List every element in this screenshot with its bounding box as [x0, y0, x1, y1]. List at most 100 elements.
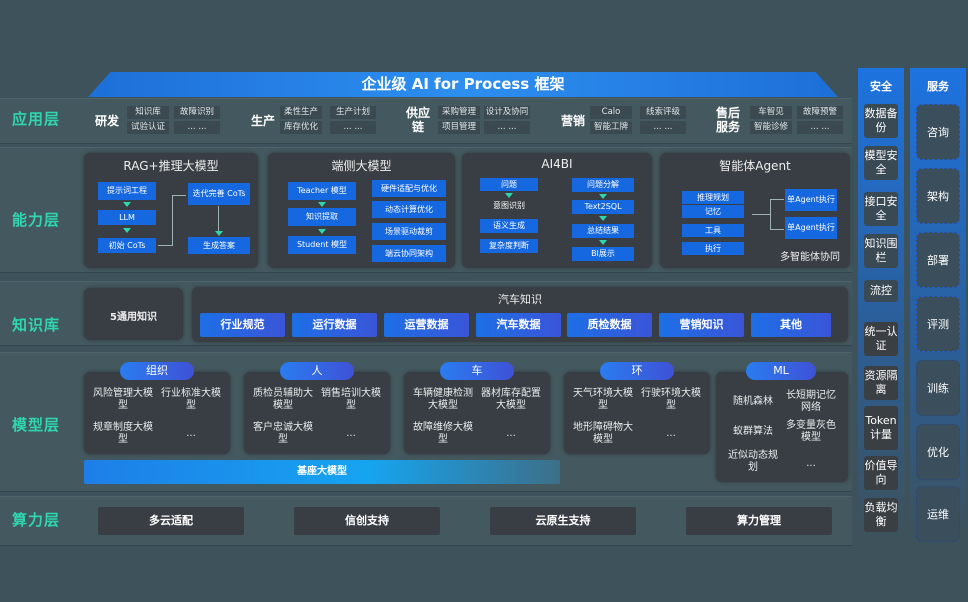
model-item[interactable]: 行业标准大模型	[161, 388, 221, 411]
capability-item[interactable]: BI展示	[572, 247, 634, 261]
knowledge-item[interactable]: 运行数据	[292, 313, 377, 337]
capability-item[interactable]: 执行	[682, 242, 744, 255]
model-item[interactable]: ...	[506, 428, 516, 439]
app-item[interactable]: Calo	[590, 106, 632, 119]
app-item[interactable]: 智能诊修	[750, 121, 792, 134]
app-item[interactable]: 故障预警	[797, 106, 843, 119]
app-item[interactable]: 柔性生产	[280, 106, 322, 119]
service-item[interactable]: 部署	[916, 232, 960, 288]
model-item[interactable]: 风险管理大模型	[93, 388, 153, 411]
capability-item[interactable]: 单Agent执行	[785, 189, 837, 211]
capability-item[interactable]: LLM	[98, 210, 156, 225]
knowledge-item[interactable]: 质检数据	[567, 313, 652, 337]
security-item[interactable]: 统一认证	[864, 322, 898, 356]
model-item[interactable]: 长短期记忆网络	[786, 390, 836, 413]
security-item[interactable]: Token计量	[864, 406, 898, 450]
security-item[interactable]: 资源隔离	[864, 366, 898, 400]
model-item[interactable]: ...	[666, 428, 676, 439]
capability-item[interactable]: Text2SQL	[572, 200, 634, 214]
app-item[interactable]: ... ...	[484, 121, 530, 134]
compute-item[interactable]: 算力管理	[686, 507, 832, 535]
model-item[interactable]: 地形障碍物大模型	[573, 422, 633, 445]
app-item[interactable]: ... ...	[174, 121, 220, 134]
capability-item[interactable]: Student 模型	[288, 236, 356, 254]
model-item[interactable]: 随机森林	[733, 396, 773, 407]
capability-item[interactable]: 问题分解	[572, 178, 634, 192]
capability-item[interactable]: 迭代完善 CoTs	[188, 183, 250, 205]
capability-item[interactable]: 工具	[682, 224, 744, 237]
security-item[interactable]: 数据备份	[864, 104, 898, 138]
app-item[interactable]: 采购管理	[438, 106, 480, 119]
app-item[interactable]: 设计及协同	[484, 106, 530, 119]
model-group-pill[interactable]: 人	[280, 362, 354, 380]
model-item[interactable]: ...	[806, 458, 816, 469]
model-group-pill[interactable]: 车	[440, 362, 514, 380]
base-model-bar[interactable]: 基座大模型	[84, 460, 560, 484]
model-item[interactable]: 车辆健康检测大模型	[413, 388, 473, 411]
model-item[interactable]: 质检员辅助大模型	[253, 388, 313, 411]
service-item[interactable]: 优化	[916, 424, 960, 480]
app-item[interactable]: 试验认证	[127, 121, 169, 134]
knowledge-item[interactable]: 营销知识	[659, 313, 744, 337]
capability-item[interactable]: 提示词工程	[98, 182, 156, 200]
capability-item[interactable]: 问题	[480, 178, 538, 191]
capability-item[interactable]: 生成答案	[188, 237, 250, 254]
service-item[interactable]: 架构	[916, 168, 960, 224]
security-item[interactable]: 模型安全	[864, 146, 898, 180]
model-item[interactable]: 故障维修大模型	[413, 422, 473, 445]
model-group-pill[interactable]: 组织	[120, 362, 194, 380]
capability-item[interactable]: 单Agent执行	[785, 217, 837, 239]
model-item[interactable]: ...	[186, 428, 196, 439]
compute-item[interactable]: 云原生支持	[490, 507, 636, 535]
model-item[interactable]: 客户忠诚大模型	[253, 422, 313, 445]
compute-item[interactable]: 信创支持	[294, 507, 440, 535]
security-item[interactable]: 接口安全	[864, 192, 898, 226]
app-item[interactable]: 车智见	[750, 106, 792, 119]
model-item[interactable]: 规章制度大模型	[93, 422, 153, 445]
knowledge-item[interactable]: 汽车数据	[476, 313, 561, 337]
app-item[interactable]: ... ...	[640, 121, 686, 134]
app-item[interactable]: 生产计划	[330, 106, 376, 119]
app-item[interactable]: 故障识别	[174, 106, 220, 119]
model-item[interactable]: 销售培训大模型	[321, 388, 381, 411]
app-item[interactable]: 库存优化	[280, 121, 322, 134]
app-item[interactable]: ... ...	[330, 121, 376, 134]
model-item[interactable]: 天气环境大模型	[573, 388, 633, 411]
security-item[interactable]: 负载均衡	[864, 498, 898, 532]
app-item[interactable]: 线索评级	[640, 106, 686, 119]
service-item[interactable]: 运维	[916, 486, 960, 542]
model-item[interactable]: 多变量灰色模型	[786, 420, 836, 443]
capability-item[interactable]: 场景驱动裁剪	[372, 223, 446, 240]
app-item[interactable]: ... ...	[797, 121, 843, 134]
knowledge-item[interactable]: 其他	[751, 313, 831, 337]
capability-item[interactable]: 复杂度判断	[480, 239, 538, 253]
capability-item[interactable]: 记忆	[682, 205, 744, 218]
app-item[interactable]: 智能工牌	[590, 121, 632, 134]
model-group-pill[interactable]: 环	[600, 362, 674, 380]
capability-item[interactable]: 初始 CoTs	[98, 238, 156, 253]
model-item[interactable]: 行驶环境大模型	[641, 388, 701, 411]
model-item[interactable]: ...	[346, 428, 356, 439]
capability-item[interactable]: 端云协同架构	[372, 245, 446, 262]
compute-item[interactable]: 多云适配	[98, 507, 244, 535]
model-item[interactable]: 蚁群算法	[733, 426, 773, 437]
capability-item[interactable]: 动态计算优化	[372, 201, 446, 218]
model-item[interactable]: 近似动态规划	[728, 450, 778, 473]
security-item[interactable]: 流控	[864, 280, 898, 302]
app-item[interactable]: 项目管理	[438, 121, 480, 134]
capability-item[interactable]: 硬件适配与优化	[372, 180, 446, 197]
app-item[interactable]: 知识库	[127, 106, 169, 119]
service-item[interactable]: 咨询	[916, 104, 960, 160]
capability-item[interactable]: Teacher 模型	[288, 182, 356, 200]
knowledge-item[interactable]: 运营数据	[384, 313, 469, 337]
service-item[interactable]: 训练	[916, 360, 960, 416]
capability-item[interactable]: 知识提取	[288, 208, 356, 226]
model-item[interactable]: 器材库存配置大模型	[481, 388, 541, 411]
capability-item[interactable]: 语义生成	[480, 219, 538, 233]
service-item[interactable]: 评测	[916, 296, 960, 352]
knowledge-item[interactable]: 行业规范	[200, 313, 285, 337]
model-group-pill[interactable]: ML	[746, 362, 816, 380]
security-item[interactable]: 价值导向	[864, 456, 898, 490]
security-item[interactable]: 知识围栏	[864, 234, 898, 268]
capability-item[interactable]: 总结结果	[572, 224, 634, 238]
